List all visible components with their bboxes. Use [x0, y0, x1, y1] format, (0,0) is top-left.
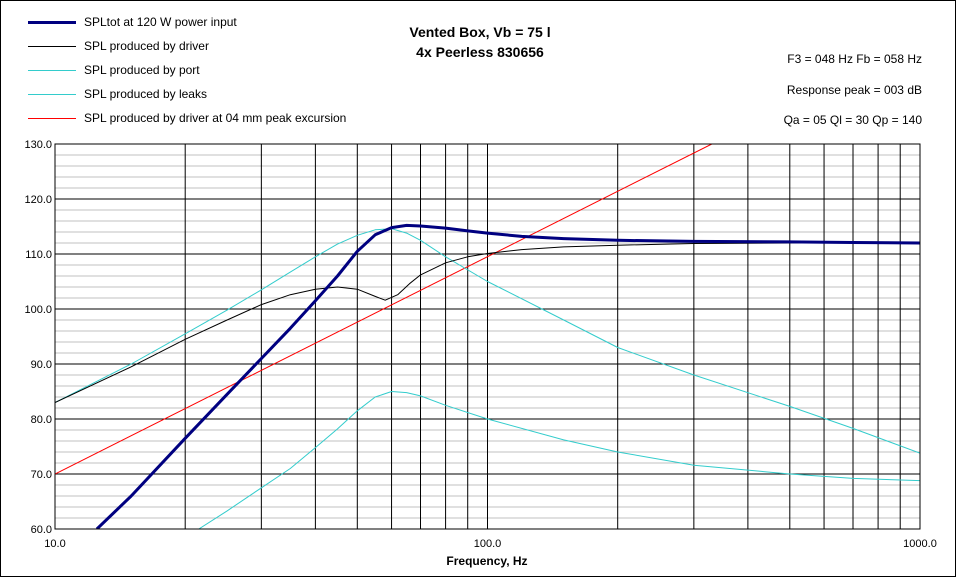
info-response-peak: Response peak = 003 dB	[786, 83, 922, 97]
legend-label: SPLtot at 120 W power input	[84, 15, 237, 29]
x-tick-label: 10.0	[44, 538, 65, 550]
legend-label: SPL produced by leaks	[84, 87, 207, 101]
legend-swatch	[28, 70, 76, 71]
legend-label: SPL produced by port	[84, 63, 200, 77]
y-tick-label: 70.0	[31, 469, 52, 481]
y-tick-label: 60.0	[31, 524, 52, 536]
chart-subtitle: 4x Peerless 830656	[416, 44, 544, 60]
y-tick-label: 110.0	[25, 249, 52, 261]
x-tick-label: 1000.0	[903, 538, 937, 550]
legend-swatch	[28, 94, 76, 95]
legend-swatch	[28, 118, 76, 119]
info-q-values: Qa = 05 Ql = 30 Qp = 140	[783, 113, 922, 127]
series-line-3	[198, 391, 920, 529]
y-tick-label: 80.0	[31, 414, 52, 426]
legend-swatch	[28, 21, 76, 24]
x-axis-title: Frequency, Hz	[446, 554, 527, 568]
x-tick-label: 100.0	[474, 538, 502, 550]
legend-swatch	[28, 46, 76, 47]
legend-label: SPL produced by driver at 04 mm peak exc…	[84, 111, 347, 125]
plot-border	[54, 143, 921, 530]
y-tick-label: 120.0	[24, 194, 52, 206]
y-tick-label: 100.0	[24, 304, 52, 316]
y-tick-label: 130.0	[24, 139, 52, 151]
chart-title-block: Vented Box, Vb = 75 l 4x Peerless 830656	[340, 22, 620, 62]
y-tick-label: 90.0	[31, 359, 52, 371]
legend-label: SPL produced by driver	[84, 39, 209, 53]
chart-title: Vented Box, Vb = 75 l	[409, 24, 551, 40]
series-line-0	[95, 223, 920, 529]
series-line-1	[55, 242, 920, 403]
info-f3-fb: F3 = 048 Hz Fb = 058 Hz	[787, 52, 922, 66]
series-line-4	[55, 144, 713, 475]
